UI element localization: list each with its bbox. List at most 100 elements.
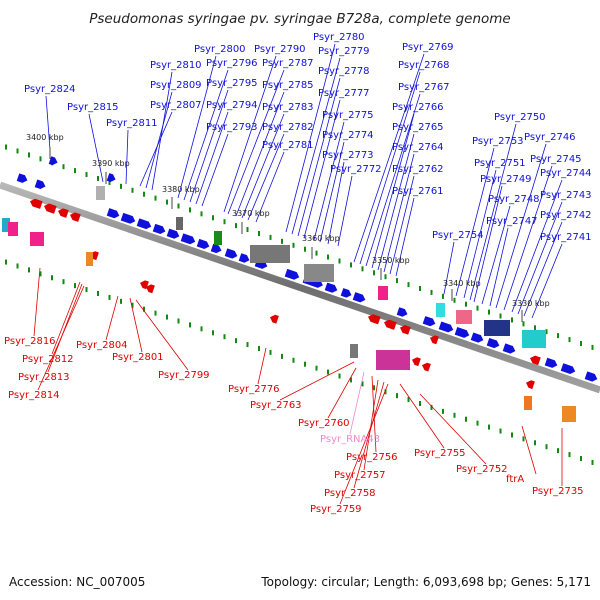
lower-tick-ring-tick bbox=[28, 267, 30, 273]
forward-label-connector bbox=[195, 111, 229, 205]
forward-gene-label: Psyr_2744 bbox=[540, 168, 592, 179]
reverse-gene-label: Psyr_2758 bbox=[324, 488, 376, 499]
reverse-gene-arrow bbox=[146, 284, 155, 294]
forward-label-connector bbox=[88, 113, 104, 183]
upper-tick-ring-tick bbox=[350, 262, 352, 268]
upper-tick-ring-tick bbox=[200, 211, 203, 217]
lower-tick-ring-tick bbox=[384, 389, 387, 395]
reverse-label-connector bbox=[257, 347, 267, 385]
forward-gene-arrow bbox=[470, 332, 484, 343]
forward-gene-label: Psyr_2753 bbox=[472, 136, 524, 147]
forward-label-connector bbox=[337, 175, 353, 247]
upper-tick-ring-tick bbox=[281, 238, 283, 244]
forward-gene-arrow bbox=[238, 253, 250, 263]
upper-tick-ring-tick bbox=[154, 195, 157, 201]
lower-tick-ring-tick bbox=[235, 338, 237, 344]
lower-tick-ring-tick bbox=[51, 275, 53, 281]
lower-tick-ring-tick bbox=[39, 271, 42, 277]
forward-label-connector bbox=[463, 169, 497, 299]
reverse-gene-arrow bbox=[400, 325, 411, 335]
forward-gene-arrow bbox=[544, 357, 558, 368]
upper-tick-ring-tick bbox=[39, 156, 42, 162]
upper-tick-ring-tick bbox=[327, 254, 329, 260]
lower-tick-ring-tick bbox=[580, 456, 582, 462]
feature-block bbox=[378, 286, 388, 300]
lower-tick-ring-tick bbox=[338, 373, 341, 379]
reverse-gene-label: Psyr_2814 bbox=[8, 390, 60, 401]
reverse-label-connector bbox=[363, 379, 379, 471]
map-title: Pseudomonas syringae pv. syringae B728a,… bbox=[89, 11, 511, 27]
upper-tick-ring-tick bbox=[522, 321, 525, 327]
lower-tick-ring-tick bbox=[396, 393, 398, 399]
forward-gene-arrow bbox=[224, 248, 238, 259]
forward-label-connector bbox=[523, 221, 563, 317]
feature-block bbox=[30, 232, 44, 246]
reverse-gene-label: Psyr_2801 bbox=[112, 352, 164, 363]
upper-tick-ring-tick bbox=[292, 242, 295, 248]
upper-tick-ring-tick bbox=[557, 333, 559, 339]
upper-tick-ring-tick bbox=[74, 168, 76, 174]
reverse-label-connector bbox=[135, 299, 189, 371]
upper-tick-ring-tick bbox=[62, 164, 65, 170]
forward-gene-arrow bbox=[196, 238, 210, 250]
forward-gene-arrow bbox=[438, 321, 454, 333]
forward-gene-label: Psyr_2746 bbox=[524, 132, 576, 143]
reverse-label-connector bbox=[353, 381, 385, 489]
forward-label-connector bbox=[327, 161, 345, 245]
feature-block bbox=[456, 310, 472, 324]
feature-block bbox=[524, 396, 532, 410]
upper-tick-ring-tick bbox=[28, 152, 30, 158]
forward-gene-arrow bbox=[584, 371, 598, 382]
forward-gene-label: Psyr_2768 bbox=[398, 60, 450, 71]
lower-tick-ring-tick bbox=[419, 401, 421, 406]
lower-tick-ring-tick bbox=[568, 452, 571, 458]
lower-tick-ring-tick bbox=[534, 440, 536, 446]
forward-label-connector bbox=[495, 143, 547, 309]
reverse-gene-label: Psyr_2756 bbox=[346, 452, 398, 463]
forward-label-connector bbox=[223, 55, 277, 213]
lower-tick-ring-tick bbox=[212, 330, 214, 336]
reverse-gene-arrow bbox=[368, 314, 381, 325]
reverse-label-connector bbox=[399, 383, 445, 449]
lower-tick-ring-tick bbox=[545, 444, 548, 450]
forward-gene-label: Psyr_2767 bbox=[398, 82, 450, 93]
feature-block bbox=[484, 320, 510, 336]
lower-tick-ring-tick bbox=[143, 306, 145, 312]
reverse-gene-arrow bbox=[270, 314, 279, 324]
tick-rings bbox=[5, 144, 594, 465]
forward-label-connector bbox=[503, 165, 553, 311]
forward-gene-label: Psyr_2747 bbox=[486, 216, 538, 227]
forward-gene-label: Psyr_2775 bbox=[322, 110, 374, 121]
scale-tick-label: 3380 kbp bbox=[162, 185, 200, 194]
lower-tick-ring-tick bbox=[304, 361, 306, 367]
reverse-label-connector bbox=[371, 375, 377, 453]
forward-gene-arrow bbox=[106, 208, 120, 219]
lower-tick-ring-tick bbox=[85, 287, 88, 293]
forward-label-connector bbox=[511, 179, 563, 313]
forward-label-connector bbox=[371, 113, 415, 269]
forward-gene-label: Psyr_2742 bbox=[540, 210, 592, 221]
forward-gene-arrow bbox=[152, 223, 166, 234]
forward-label-connector bbox=[247, 133, 285, 221]
upper-tick-ring-tick bbox=[488, 309, 490, 315]
upper-tick-ring-tick bbox=[166, 199, 168, 205]
forward-gene-arrow bbox=[396, 307, 408, 317]
reverse-label-connector bbox=[33, 267, 41, 337]
lower-tick-ring-tick bbox=[5, 259, 7, 265]
lower-tick-ring-tick bbox=[373, 385, 375, 391]
forward-label-connector bbox=[359, 71, 421, 265]
lower-tick-ring-tick bbox=[465, 416, 467, 422]
upper-tick-ring-tick bbox=[373, 270, 375, 276]
forward-label-connector bbox=[353, 53, 425, 263]
forward-gene-label: Psyr_2785 bbox=[262, 80, 314, 91]
reverse-label-connector bbox=[105, 295, 119, 341]
forward-gene-label: Psyr_2781 bbox=[262, 140, 314, 151]
reverse-label-connector bbox=[327, 367, 357, 419]
upper-tick-ring-tick bbox=[189, 207, 191, 213]
lower-tick-ring-tick bbox=[200, 326, 203, 332]
reverse-label-connector bbox=[129, 297, 143, 353]
forward-label-connector bbox=[125, 129, 129, 185]
forward-gene-arrow bbox=[180, 233, 196, 245]
forward-gene-label: Psyr_2750 bbox=[494, 112, 546, 123]
